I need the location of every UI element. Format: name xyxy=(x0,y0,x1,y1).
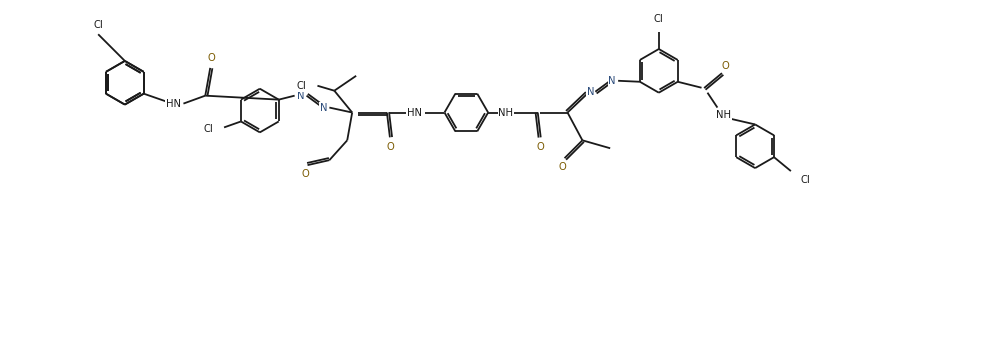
Text: Cl: Cl xyxy=(654,14,663,24)
Text: Cl: Cl xyxy=(204,125,214,134)
Text: N: N xyxy=(586,87,594,97)
Text: O: O xyxy=(386,142,394,152)
Text: NH: NH xyxy=(499,108,514,118)
Text: O: O xyxy=(559,162,567,172)
Text: N: N xyxy=(608,76,616,86)
Text: O: O xyxy=(721,61,729,71)
Text: O: O xyxy=(208,53,215,63)
Text: O: O xyxy=(302,169,309,179)
Text: O: O xyxy=(537,142,544,152)
Text: Cl: Cl xyxy=(93,20,103,30)
Text: Cl: Cl xyxy=(297,81,307,91)
Text: NH: NH xyxy=(716,110,731,119)
Text: N: N xyxy=(297,90,304,101)
Text: N: N xyxy=(320,102,327,113)
Text: HN: HN xyxy=(407,108,422,118)
Text: Cl: Cl xyxy=(801,175,811,185)
Text: HN: HN xyxy=(166,98,181,109)
